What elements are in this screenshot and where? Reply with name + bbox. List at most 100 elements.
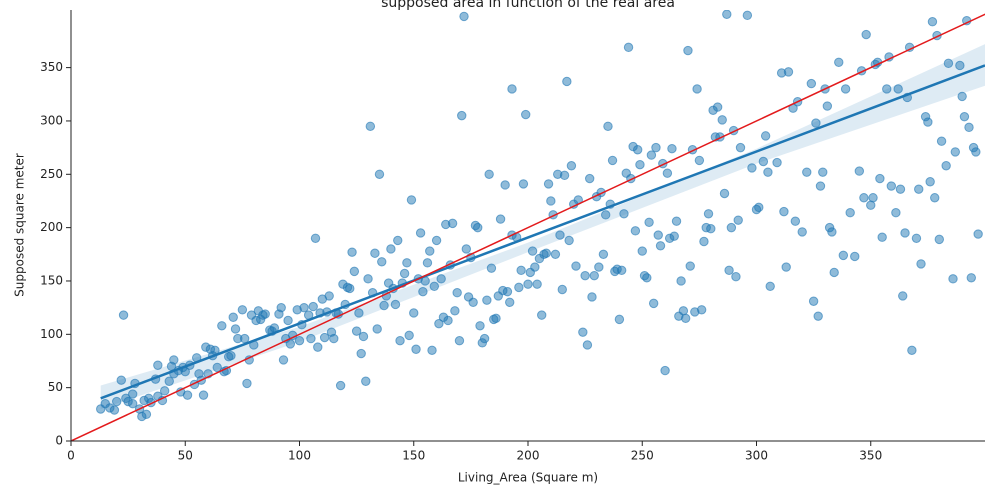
- point: [324, 291, 334, 301]
- point: [555, 230, 565, 240]
- point: [651, 142, 661, 153]
- point: [861, 29, 871, 40]
- point: [411, 344, 421, 354]
- x-tick-label: 150: [402, 449, 425, 463]
- point: [164, 376, 174, 386]
- point: [811, 118, 821, 128]
- point: [361, 376, 371, 386]
- point: [964, 122, 974, 133]
- point: [564, 235, 574, 246]
- point: [877, 232, 887, 242]
- point: [447, 218, 458, 229]
- point: [735, 142, 746, 153]
- point: [854, 166, 865, 176]
- point: [349, 266, 360, 277]
- point: [717, 115, 727, 125]
- point: [566, 161, 577, 171]
- point: [802, 167, 812, 177]
- point: [895, 184, 906, 194]
- point: [644, 217, 654, 227]
- point: [637, 246, 647, 256]
- point: [363, 274, 373, 284]
- point: [571, 261, 581, 271]
- point: [882, 84, 892, 94]
- point: [425, 246, 435, 256]
- point: [530, 262, 540, 272]
- point: [285, 339, 296, 349]
- point: [927, 17, 938, 27]
- point: [159, 386, 170, 396]
- point: [415, 228, 426, 238]
- point: [580, 270, 590, 281]
- point: [669, 231, 679, 241]
- point: [514, 282, 524, 293]
- point: [914, 184, 924, 194]
- point: [217, 321, 227, 331]
- point: [850, 251, 860, 262]
- point: [632, 145, 643, 155]
- point: [754, 202, 764, 213]
- point: [370, 248, 380, 258]
- point: [948, 274, 958, 284]
- point: [976, 0, 984, 4]
- point: [758, 156, 769, 167]
- point: [260, 309, 270, 319]
- point: [377, 257, 387, 267]
- point: [484, 169, 494, 179]
- point: [859, 193, 869, 203]
- point: [543, 179, 554, 189]
- point: [399, 268, 410, 279]
- point: [950, 147, 960, 157]
- point: [559, 170, 570, 181]
- point: [500, 180, 510, 190]
- point: [818, 167, 828, 177]
- point: [886, 181, 897, 191]
- point: [943, 58, 954, 69]
- point: [127, 389, 138, 399]
- point: [731, 272, 741, 282]
- point: [699, 236, 709, 247]
- point: [402, 258, 412, 268]
- point: [979, 0, 987, 4]
- point: [409, 308, 419, 318]
- y-tick-label: 50: [48, 380, 63, 394]
- point: [239, 333, 250, 344]
- point: [813, 311, 823, 321]
- point: [875, 173, 885, 184]
- point: [198, 390, 209, 400]
- point: [351, 326, 362, 336]
- point: [427, 345, 437, 356]
- x-tick-label: 350: [859, 449, 882, 463]
- x-tick-label: 50: [178, 449, 193, 463]
- point: [642, 273, 652, 283]
- point: [436, 274, 446, 284]
- point: [495, 214, 506, 224]
- point: [335, 380, 346, 391]
- point: [680, 313, 691, 324]
- point: [457, 110, 467, 121]
- point: [722, 10, 732, 19]
- point: [365, 121, 376, 131]
- point: [712, 102, 723, 112]
- point: [822, 101, 833, 111]
- point: [747, 163, 757, 173]
- point: [550, 249, 561, 260]
- x-tick-label: 100: [288, 449, 311, 463]
- point: [806, 78, 817, 89]
- point: [911, 233, 922, 244]
- point: [230, 324, 241, 334]
- x-tick-label: 300: [745, 449, 768, 463]
- point: [600, 210, 611, 220]
- point: [838, 250, 849, 261]
- point: [653, 230, 663, 240]
- point: [283, 315, 293, 326]
- point: [623, 42, 634, 53]
- point: [473, 222, 483, 233]
- point: [763, 167, 773, 177]
- point: [667, 143, 677, 154]
- point: [308, 301, 318, 312]
- y-tick-label: 150: [40, 273, 63, 287]
- point: [683, 45, 693, 56]
- point: [395, 336, 405, 346]
- point: [118, 310, 129, 320]
